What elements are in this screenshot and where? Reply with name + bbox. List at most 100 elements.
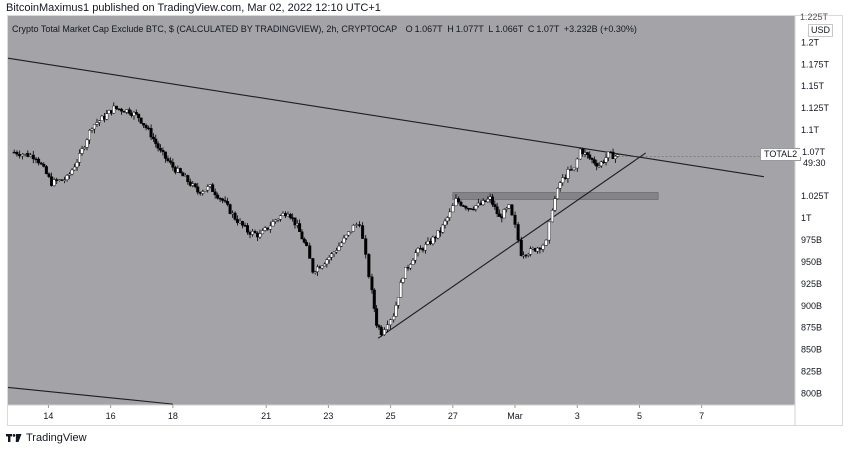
candle bbox=[334, 250, 338, 253]
candle bbox=[507, 204, 511, 209]
y-tick-label: 925B bbox=[801, 279, 822, 289]
candle bbox=[253, 231, 257, 234]
candle bbox=[246, 225, 250, 233]
candle bbox=[125, 109, 129, 113]
x-tick-label: Mar bbox=[507, 411, 523, 421]
candle bbox=[147, 127, 151, 130]
candle bbox=[339, 242, 343, 247]
candle bbox=[572, 167, 576, 171]
candle bbox=[300, 231, 304, 240]
candle bbox=[316, 266, 320, 273]
candle bbox=[538, 247, 542, 250]
candle bbox=[451, 205, 455, 213]
candle bbox=[426, 241, 430, 245]
tradingview-logo-icon[interactable] bbox=[6, 433, 22, 443]
candle bbox=[87, 130, 91, 141]
candle bbox=[231, 212, 235, 215]
candle bbox=[166, 158, 170, 161]
candle bbox=[466, 208, 470, 210]
candle bbox=[122, 111, 126, 113]
candle bbox=[389, 319, 393, 326]
candle bbox=[616, 154, 620, 157]
candle bbox=[142, 123, 146, 126]
candle bbox=[354, 224, 358, 226]
candle bbox=[266, 227, 270, 230]
candle bbox=[611, 151, 615, 160]
candle bbox=[223, 200, 227, 202]
candle bbox=[34, 158, 38, 161]
candle bbox=[183, 175, 187, 177]
candle bbox=[90, 128, 94, 131]
candle bbox=[497, 213, 501, 217]
y-tick-label: 1.125T bbox=[801, 103, 830, 113]
candle bbox=[416, 248, 420, 253]
candle bbox=[278, 215, 282, 220]
candle bbox=[203, 189, 207, 192]
candle bbox=[268, 225, 272, 230]
candle bbox=[361, 225, 365, 239]
currency-label[interactable]: USD bbox=[808, 24, 834, 37]
candle bbox=[236, 219, 240, 224]
legend-o-label: O bbox=[405, 24, 413, 34]
candle bbox=[221, 198, 225, 201]
candle bbox=[342, 237, 346, 244]
candle bbox=[448, 211, 452, 218]
candle bbox=[404, 267, 408, 279]
candle bbox=[168, 160, 172, 163]
candle bbox=[302, 238, 306, 243]
support-zone bbox=[452, 192, 659, 200]
candle bbox=[281, 213, 285, 216]
candle bbox=[117, 108, 121, 110]
candle bbox=[349, 231, 353, 233]
candle bbox=[92, 124, 96, 130]
candle bbox=[351, 225, 355, 232]
candle bbox=[233, 212, 237, 220]
candle bbox=[588, 154, 592, 159]
candle bbox=[428, 241, 432, 245]
candle bbox=[216, 194, 220, 199]
candle bbox=[476, 202, 480, 206]
footer-logo-text[interactable]: TradingView bbox=[26, 432, 87, 444]
y-tick-label: 800B bbox=[801, 389, 822, 399]
candle bbox=[63, 179, 67, 181]
candle bbox=[178, 168, 182, 173]
candle bbox=[15, 151, 19, 155]
candle bbox=[105, 113, 109, 120]
candle bbox=[73, 166, 77, 171]
candle bbox=[330, 253, 334, 258]
y-tick-label: 1.025T bbox=[801, 191, 830, 201]
candle bbox=[12, 151, 16, 154]
candle bbox=[193, 183, 197, 188]
legend-change: +3.232B (+0.30%) bbox=[563, 24, 637, 34]
candle bbox=[208, 184, 212, 187]
y-tick-label: 825B bbox=[801, 367, 822, 377]
candle bbox=[100, 115, 104, 121]
candle bbox=[411, 259, 415, 265]
candle bbox=[392, 316, 396, 320]
candle bbox=[558, 182, 562, 189]
candle bbox=[163, 151, 167, 159]
candle bbox=[454, 198, 458, 206]
candle bbox=[556, 188, 560, 199]
candle bbox=[263, 227, 267, 231]
candle bbox=[274, 219, 278, 222]
candle bbox=[60, 179, 64, 181]
candle bbox=[547, 221, 551, 241]
candle bbox=[70, 169, 74, 175]
candle bbox=[293, 217, 297, 226]
legend-o-value: 1.067T bbox=[414, 24, 443, 34]
symbol-tag: TOTAL2 bbox=[760, 148, 802, 161]
candle bbox=[490, 196, 494, 205]
candle bbox=[456, 198, 460, 203]
candle bbox=[606, 151, 610, 158]
x-tick-label: 3 bbox=[575, 411, 580, 421]
candle bbox=[377, 325, 381, 328]
candle bbox=[431, 236, 435, 245]
candle bbox=[255, 232, 259, 238]
y-tick-label: 875B bbox=[801, 323, 822, 333]
candle bbox=[344, 234, 348, 239]
legend-l-value: 1.066T bbox=[495, 24, 524, 34]
candle bbox=[541, 245, 545, 250]
candle bbox=[31, 154, 35, 160]
